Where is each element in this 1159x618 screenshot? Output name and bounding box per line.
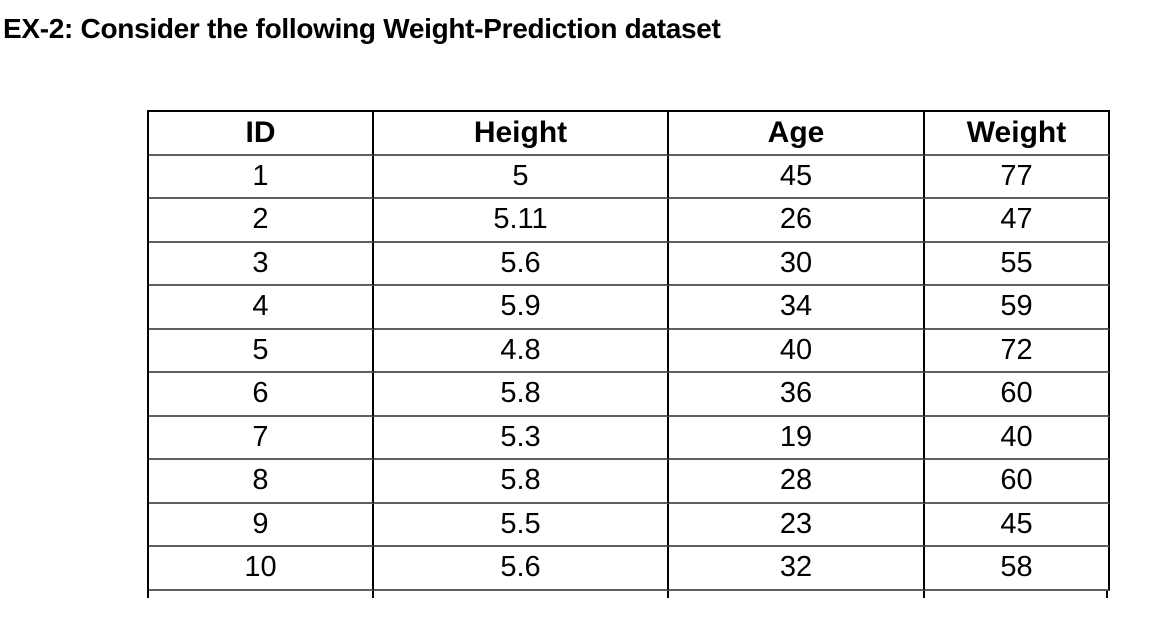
table-row: 6 5.8 36 60 <box>149 373 1110 417</box>
table-header: ID Height Age Weight <box>149 112 1110 156</box>
table-border-stub <box>147 590 149 598</box>
table-cell: 5.9 <box>374 286 669 330</box>
table-row: 4 5.9 34 59 <box>149 286 1110 330</box>
column-header-id: ID <box>149 112 374 156</box>
table-cell: 40 <box>925 416 1110 460</box>
table-cell: 5 <box>149 329 374 373</box>
weight-prediction-table: ID Height Age Weight 1 5 45 77 2 5.11 26 47 3 5.6 30 5… <box>147 110 1110 591</box>
dataset-table-container: ID Height Age Weight 1 5 45 77 2 5.11 26 47 3 5.6 30 5… <box>147 110 1110 598</box>
table-cell: 30 <box>669 242 925 286</box>
table-cell: 36 <box>669 373 925 417</box>
table-cell: 19 <box>669 416 925 460</box>
column-header-age: Age <box>669 112 925 156</box>
table-cell: 55 <box>925 242 1110 286</box>
table-cell: 5 <box>374 155 669 199</box>
table-border-stub <box>923 590 925 598</box>
cutoff-next-row-stub <box>147 590 1108 598</box>
table-row: 7 5.3 19 40 <box>149 416 1110 460</box>
table-cell: 8 <box>149 460 374 504</box>
table-row: 1 5 45 77 <box>149 155 1110 199</box>
table-row: 2 5.11 26 47 <box>149 199 1110 243</box>
table-cell: 10 <box>149 547 374 591</box>
table-cell: 77 <box>925 155 1110 199</box>
table-cell: 23 <box>669 503 925 547</box>
table-cell: 5.6 <box>374 547 669 591</box>
table-cell: 4 <box>149 286 374 330</box>
table-cell: 5.8 <box>374 373 669 417</box>
table-cell: 60 <box>925 373 1110 417</box>
table-cell: 5.11 <box>374 199 669 243</box>
table-row: 5 4.8 40 72 <box>149 329 1110 373</box>
page-title: EX-2: Consider the following Weight-Pred… <box>3 13 721 44</box>
table-cell: 5.6 <box>374 242 669 286</box>
table-cell: 2 <box>149 199 374 243</box>
table-cell: 34 <box>669 286 925 330</box>
table-cell: 5.5 <box>374 503 669 547</box>
table-row: 10 5.6 32 58 <box>149 547 1110 591</box>
table-cell: 45 <box>925 503 1110 547</box>
table-cell: 60 <box>925 460 1110 504</box>
table-cell: 72 <box>925 329 1110 373</box>
table-cell: 26 <box>669 199 925 243</box>
table-body: 1 5 45 77 2 5.11 26 47 3 5.6 30 55 4 5.9 34 59 5 4.8 40 72 6… <box>149 155 1110 591</box>
table-cell: 4.8 <box>374 329 669 373</box>
table-cell: 5.3 <box>374 416 669 460</box>
column-header-weight: Weight <box>925 112 1110 156</box>
table-cell: 1 <box>149 155 374 199</box>
table-cell: 6 <box>149 373 374 417</box>
table-cell: 28 <box>669 460 925 504</box>
table-border-stub <box>372 590 374 598</box>
table-cell: 59 <box>925 286 1110 330</box>
table-cell: 58 <box>925 547 1110 591</box>
table-row: 9 5.5 23 45 <box>149 503 1110 547</box>
table-border-stub <box>1106 590 1108 598</box>
table-cell: 45 <box>669 155 925 199</box>
table-border-stub <box>667 590 669 598</box>
table-row: 8 5.8 28 60 <box>149 460 1110 504</box>
table-cell: 7 <box>149 416 374 460</box>
table-cell: 3 <box>149 242 374 286</box>
table-header-row: ID Height Age Weight <box>149 112 1110 156</box>
table-cell: 9 <box>149 503 374 547</box>
table-cell: 32 <box>669 547 925 591</box>
table-cell: 40 <box>669 329 925 373</box>
table-row: 3 5.6 30 55 <box>149 242 1110 286</box>
column-header-height: Height <box>374 112 669 156</box>
table-cell: 47 <box>925 199 1110 243</box>
table-cell: 5.8 <box>374 460 669 504</box>
